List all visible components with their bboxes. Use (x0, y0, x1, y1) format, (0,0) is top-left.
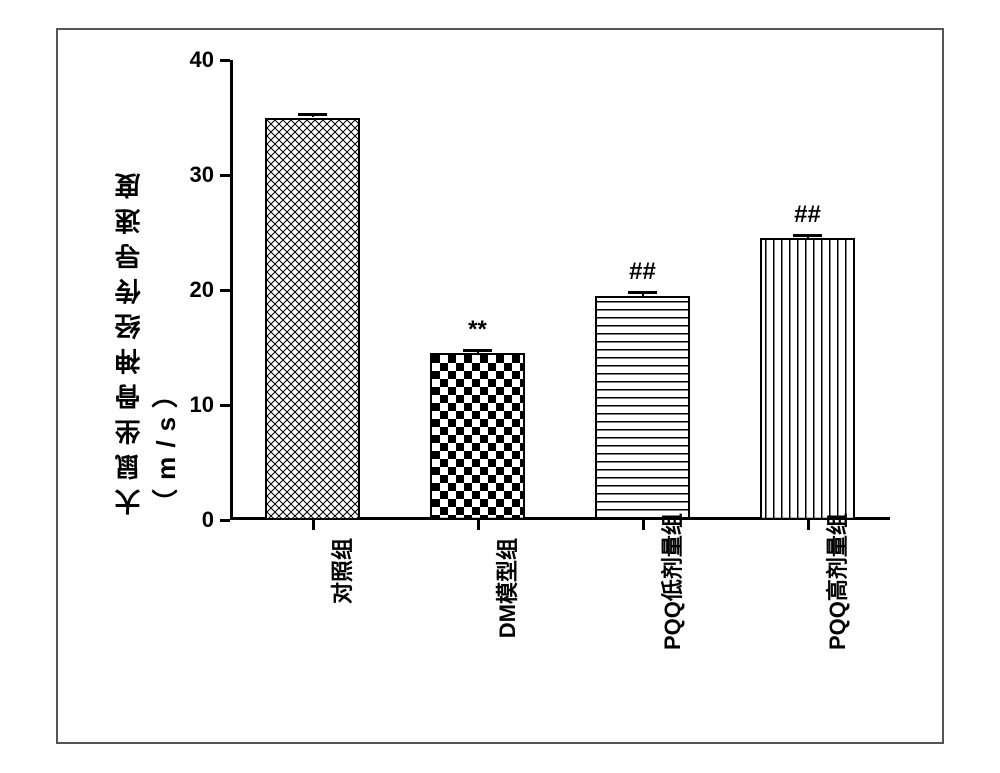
y-tick (220, 174, 230, 177)
plot-area: 010203040 **#### 对照组DM模型组PQQ低剂量组PQQ高剂量组 (230, 60, 890, 520)
y-tick-label: 30 (170, 162, 214, 188)
bar (595, 296, 691, 520)
error-cap (628, 291, 657, 294)
x-tick (642, 520, 645, 530)
category-label: 对照组 (325, 538, 357, 650)
figure-frame: 大鼠坐骨神经传导速度（m/s） 010203040 **#### 对照组DM模型… (0, 0, 1000, 773)
error-cap (298, 113, 327, 116)
bar (760, 238, 856, 520)
x-tick (477, 520, 480, 530)
bar (265, 118, 361, 521)
y-tick (220, 59, 230, 62)
category-label: PQQ低剂量组 (655, 538, 687, 650)
y-tick (220, 519, 230, 522)
bar-annotation: ## (603, 258, 683, 286)
error-cap (793, 234, 822, 237)
bar-annotation: ** (438, 316, 518, 344)
bar-annotation: ## (768, 201, 848, 229)
y-axis (230, 60, 233, 520)
error-cap (463, 349, 492, 352)
category-label: PQQ高剂量组 (820, 538, 852, 650)
y-tick-label: 0 (170, 507, 214, 533)
y-tick-label: 40 (170, 47, 214, 73)
x-tick (312, 520, 315, 530)
category-label: DM模型组 (490, 538, 522, 650)
y-tick (220, 289, 230, 292)
x-tick (807, 520, 810, 530)
y-tick-label: 20 (170, 277, 214, 303)
bar (430, 353, 526, 520)
y-tick-label: 10 (170, 392, 214, 418)
y-tick (220, 404, 230, 407)
